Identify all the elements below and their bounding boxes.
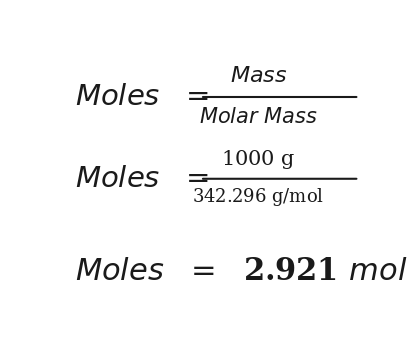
Text: $\mathregular{342.296\ g/mol}$: $\mathregular{342.296\ g/mol}$ <box>192 186 325 208</box>
Text: $\it{Moles}$  $=$: $\it{Moles}$ $=$ <box>75 164 209 193</box>
Text: $\it{Moles}$  $=$  $\mathregular{2.921}$ $\it{mol}$: $\it{Moles}$ $=$ $\mathregular{2.921}$ $… <box>75 256 407 287</box>
Text: $\mathregular{1000\ g}$: $\mathregular{1000\ g}$ <box>221 148 296 171</box>
Text: $\it{Molar\ Mass}$: $\it{Molar\ Mass}$ <box>199 108 318 127</box>
Text: $\it{Moles}$  $=$: $\it{Moles}$ $=$ <box>75 82 209 112</box>
Text: $\it{Mass}$: $\it{Mass}$ <box>230 65 287 87</box>
